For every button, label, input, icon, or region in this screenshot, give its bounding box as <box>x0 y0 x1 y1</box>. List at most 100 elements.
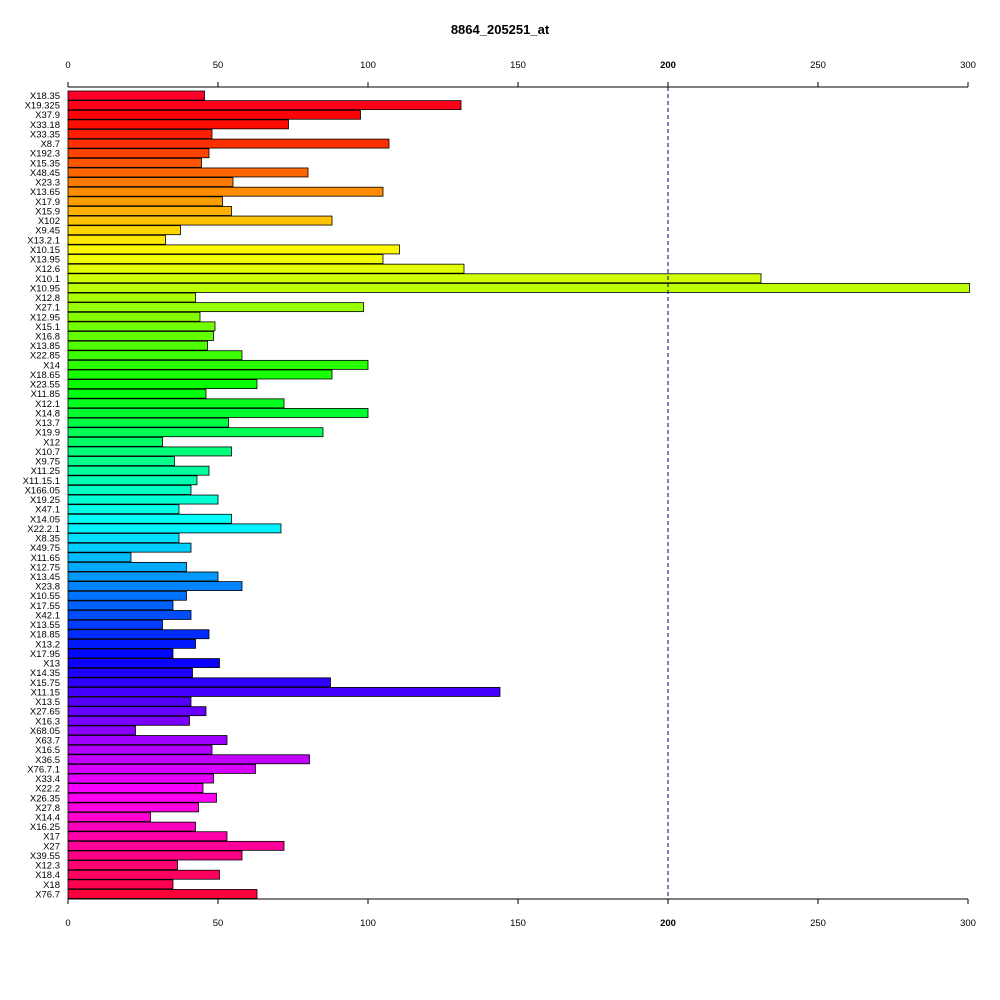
category-label: X76.7 <box>35 889 60 900</box>
bar <box>67 485 192 495</box>
bar <box>67 234 166 245</box>
category-label: X14 <box>43 360 60 371</box>
bar <box>67 571 219 582</box>
bar <box>67 812 151 822</box>
category-label: X27.1 <box>35 303 60 314</box>
category-label: X16.8 <box>35 332 60 343</box>
bar <box>67 244 400 255</box>
top-axis-tick-label: 300 <box>960 60 976 71</box>
category-label: X16.5 <box>35 745 60 756</box>
bar <box>67 148 210 159</box>
bar <box>67 225 181 236</box>
category-label: X12 <box>43 437 60 448</box>
bar <box>67 677 331 688</box>
category-label: X13.7 <box>35 418 60 429</box>
category-label: X102 <box>38 216 60 227</box>
bar <box>67 321 216 332</box>
bar <box>67 263 465 274</box>
bar <box>67 350 243 361</box>
category-label: X15.1 <box>35 322 60 333</box>
category-label: X68.05 <box>30 726 60 737</box>
bottom-axis-tick-label: 150 <box>510 918 526 929</box>
category-label: X10.95 <box>30 283 60 294</box>
category-label: X18 <box>43 880 60 891</box>
top-axis-tick-label: 0 <box>65 60 70 71</box>
category-label: X10.1 <box>35 274 60 285</box>
category-label: X14.4 <box>35 813 60 824</box>
bar <box>67 446 232 457</box>
bar <box>67 513 232 524</box>
bar <box>67 687 501 697</box>
category-label: X12.95 <box>30 312 60 323</box>
bar <box>67 552 132 563</box>
bar <box>67 100 462 111</box>
category-label: X76.7.1 <box>27 764 60 775</box>
bar <box>67 850 243 861</box>
bar <box>67 860 178 870</box>
category-label: X27.8 <box>35 803 60 814</box>
bar <box>67 802 199 813</box>
bar <box>67 725 136 736</box>
category-label: X166.05 <box>25 485 60 496</box>
bar <box>67 379 258 390</box>
bottom-axis-tick-label: 250 <box>810 918 826 929</box>
category-label: X8.35 <box>35 534 60 545</box>
bar <box>67 331 214 341</box>
bar <box>67 311 201 322</box>
bar <box>67 129 213 139</box>
bar <box>67 398 285 409</box>
top-axis-tick-label: 150 <box>510 60 526 71</box>
bar <box>67 109 361 120</box>
category-label: X22.2 <box>35 784 60 795</box>
category-label: X12.6 <box>35 264 60 275</box>
bar <box>67 764 256 774</box>
category-label: X63.7 <box>35 736 60 747</box>
bar <box>67 436 163 447</box>
category-label: X49.75 <box>30 543 60 554</box>
category-label: X14.05 <box>30 514 60 525</box>
bar <box>67 533 180 543</box>
bar <box>67 735 228 745</box>
category-label: X192.3 <box>30 149 60 160</box>
bar <box>67 831 228 842</box>
bar <box>67 715 190 726</box>
bar <box>67 658 220 668</box>
category-label: X9.45 <box>35 226 60 237</box>
bottom-axis-tick-label: 50 <box>213 918 224 929</box>
category-label: X17.55 <box>30 601 60 612</box>
bar <box>67 504 180 515</box>
bar <box>67 869 220 880</box>
category-label: X47.1 <box>35 505 60 516</box>
category-label: X12.8 <box>35 293 60 304</box>
category-label: X22.2.1 <box>27 524 60 535</box>
bar <box>67 821 196 832</box>
bar <box>67 302 364 313</box>
bar <box>67 840 285 851</box>
category-label: X15.35 <box>30 158 60 169</box>
bar <box>67 600 174 611</box>
category-label: X18.65 <box>30 370 60 381</box>
bar <box>67 465 210 476</box>
bottom-axis-tick-label: 0 <box>65 918 70 929</box>
bar <box>67 706 207 717</box>
category-label: X12.3 <box>35 861 60 872</box>
top-axis-tick-label: 50 <box>213 60 224 71</box>
bar <box>67 456 175 466</box>
bar <box>67 254 384 264</box>
bar <box>67 196 223 207</box>
bar <box>67 359 369 370</box>
bar <box>67 773 214 784</box>
top-axis-tick-label: 200 <box>660 60 676 71</box>
category-label: X18.85 <box>30 630 60 641</box>
category-label: X11.85 <box>31 389 60 400</box>
category-label: X18.4 <box>35 870 60 881</box>
category-label: X13.85 <box>30 341 60 352</box>
bar <box>67 215 333 226</box>
category-label: X10.55 <box>30 591 60 602</box>
category-label: X13.2 <box>35 639 60 650</box>
category-label: X11.65 <box>31 553 60 564</box>
bar <box>67 167 309 178</box>
bar <box>67 638 196 649</box>
category-label: X27.65 <box>30 707 60 718</box>
